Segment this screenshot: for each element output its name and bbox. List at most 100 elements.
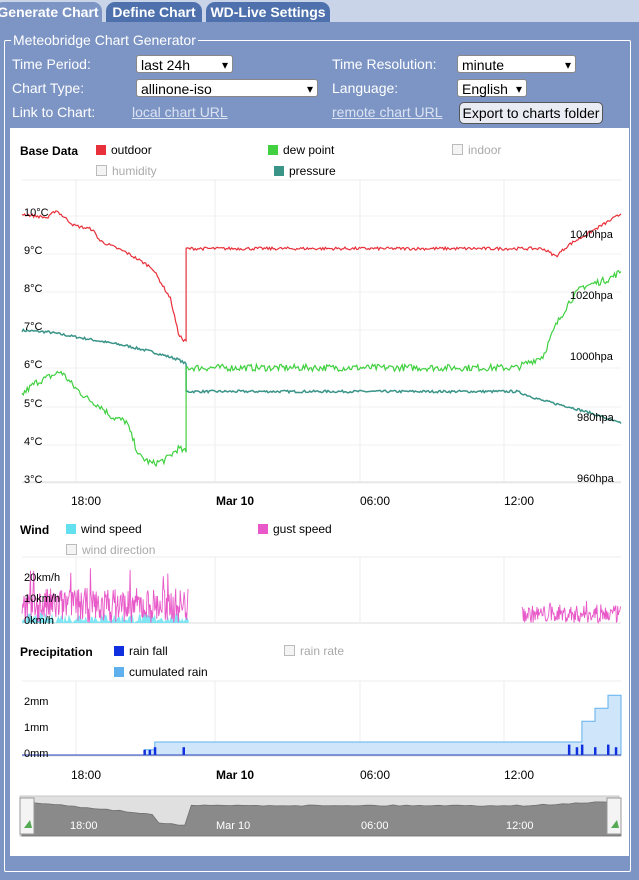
temp-y-tick: 7°C: [24, 321, 43, 333]
wind-direction-toggle-icon: [66, 544, 77, 555]
x-tick: 06:00: [360, 494, 391, 508]
rain-fall-bar: [182, 747, 185, 755]
x-tick: 18:00: [71, 768, 102, 782]
gust-speed-series-line: [21, 568, 189, 623]
dew-point-series-line: [21, 269, 622, 468]
wind-speed-area: [22, 612, 189, 623]
legend-rain-fall-label: rain fall: [129, 644, 168, 658]
local-chart-url-link[interactable]: local chart URL: [132, 104, 228, 120]
rain-y-tick: 2mm: [24, 696, 49, 708]
legend-outdoor-label: outdoor: [111, 143, 152, 157]
chevron-down-icon: ▾: [221, 58, 228, 72]
time-resolution-value: minute: [462, 57, 505, 73]
legend-gust-speed[interactable]: gust speed: [258, 522, 332, 536]
time-period-value: last 24h: [141, 57, 191, 73]
legend-dew-point[interactable]: dew point: [268, 143, 334, 157]
rain-fall-swatch: [114, 646, 124, 656]
x-tick: Mar 10: [216, 494, 255, 508]
wind-y-tick: 20km/h: [24, 572, 61, 584]
indoor-toggle-icon: [452, 144, 463, 155]
chart-type-select[interactable]: allinone-iso ▾: [136, 79, 318, 97]
cumulated-rain-swatch: [114, 667, 124, 677]
legend-gust-speed-label: gust speed: [273, 522, 332, 536]
temp-y-tick: 4°C: [24, 436, 43, 448]
rain-y-tick: 1mm: [24, 722, 49, 734]
temp-y-tick: 6°C: [24, 359, 43, 371]
pressure-y-tick: 960hpa: [577, 473, 614, 485]
legend-indoor-label: indoor: [468, 143, 502, 157]
rain-fall-bar: [614, 747, 618, 755]
legend-rain-rate-label: rain rate: [300, 644, 345, 658]
legend-dew-point-label: dew point: [283, 143, 335, 157]
language-select[interactable]: English ▾: [457, 79, 527, 97]
legend-rain-fall[interactable]: rain fall: [114, 644, 168, 658]
navigator-tick: Mar 10: [216, 820, 251, 832]
rain-fall-bar: [594, 747, 597, 755]
remote-chart-url-link[interactable]: remote chart URL: [332, 104, 443, 120]
wind-y-tick: 0km/h: [24, 615, 54, 627]
time-period-select[interactable]: last 24h ▾: [136, 55, 233, 73]
gust-speed-swatch: [258, 524, 268, 534]
x-tick: Mar 10: [216, 768, 255, 782]
cumulated-rain-area: [22, 694, 622, 756]
legend-humidity-label: humidity: [112, 164, 157, 178]
outdoor-series-line: [21, 210, 622, 343]
wind-title: Wind: [20, 523, 50, 537]
tab-wd-live-settings[interactable]: WD-Live Settings: [206, 2, 330, 22]
tab-generate-chart[interactable]: Generate Chart: [0, 2, 102, 22]
outdoor-swatch: [96, 145, 106, 155]
legend-wind-speed-label: wind speed: [81, 522, 142, 536]
navigator-left-handle: [19, 797, 35, 835]
legend-pressure[interactable]: pressure: [274, 164, 336, 178]
rain-fall-bar: [607, 744, 610, 755]
dew-point-swatch: [268, 145, 278, 155]
chart-generator-fieldset: Meteobridge Chart Generator: [4, 32, 631, 872]
legend-wind-speed[interactable]: wind speed: [66, 522, 142, 536]
chart-panel: Base Data outdoor dew point indoor humid…: [10, 128, 629, 856]
chart-type-label: Chart Type:: [12, 80, 85, 96]
legend-outdoor[interactable]: outdoor: [96, 143, 152, 157]
legend-cumulated-rain[interactable]: cumulated rain: [114, 665, 208, 679]
time-resolution-label: Time Resolution:: [332, 56, 437, 72]
tab-define-chart[interactable]: Define Chart: [106, 2, 202, 22]
rain-fall-bar: [143, 749, 146, 755]
navigator-tick: 12:00: [506, 820, 534, 832]
navigator-handle-grip: [24, 820, 32, 828]
rain-fall-bar: [567, 744, 571, 755]
chevron-down-icon: ▾: [306, 82, 313, 96]
rain-fall-bar: [153, 747, 157, 755]
fieldset-legend: Meteobridge Chart Generator: [13, 32, 196, 48]
rain-fall-bar: [580, 744, 584, 755]
legend-pressure-label: pressure: [289, 164, 336, 178]
navigator-tick: 18:00: [70, 820, 98, 832]
legend-wind-direction[interactable]: wind direction: [66, 543, 155, 557]
navigator-tick: 06:00: [361, 820, 389, 832]
wind-y-tick: 10km/h: [24, 593, 61, 605]
pressure-y-tick: 1000hpa: [570, 351, 613, 363]
base-data-title: Base Data: [20, 144, 79, 158]
legend-humidity[interactable]: humidity: [96, 164, 157, 178]
pressure-y-tick: 980hpa: [577, 412, 614, 424]
rain-fall-bar: [575, 747, 579, 755]
legend-wind-direction-label: wind direction: [82, 543, 156, 557]
chevron-down-icon: ▾: [564, 58, 571, 72]
tab-bar: Generate Chart Define Chart WD-Live Sett…: [0, 0, 639, 22]
chart-svg: [19, 179, 622, 837]
rain-fall-bar: [148, 749, 152, 755]
temp-y-tick: 3°C: [24, 474, 43, 486]
legend-rain-rate[interactable]: rain rate: [284, 644, 344, 658]
chart-type-value: allinone-iso: [141, 81, 212, 97]
legend-indoor[interactable]: indoor: [452, 143, 501, 157]
temp-y-tick: 10°C: [24, 207, 49, 219]
gust-speed-series-line: [521, 601, 622, 625]
legend-cumulated-rain-label: cumulated rain: [129, 665, 208, 679]
chevron-down-icon: ▾: [515, 82, 522, 96]
pressure-swatch: [274, 166, 284, 176]
time-resolution-select[interactable]: minute ▾: [457, 55, 576, 73]
wind-speed-swatch: [66, 524, 76, 534]
export-to-charts-folder-button[interactable]: Export to charts folder: [459, 102, 603, 124]
temp-y-tick: 8°C: [24, 283, 43, 295]
precipitation-title: Precipitation: [20, 645, 93, 659]
humidity-toggle-icon: [96, 165, 107, 176]
navigator-right-handle: [606, 797, 622, 835]
